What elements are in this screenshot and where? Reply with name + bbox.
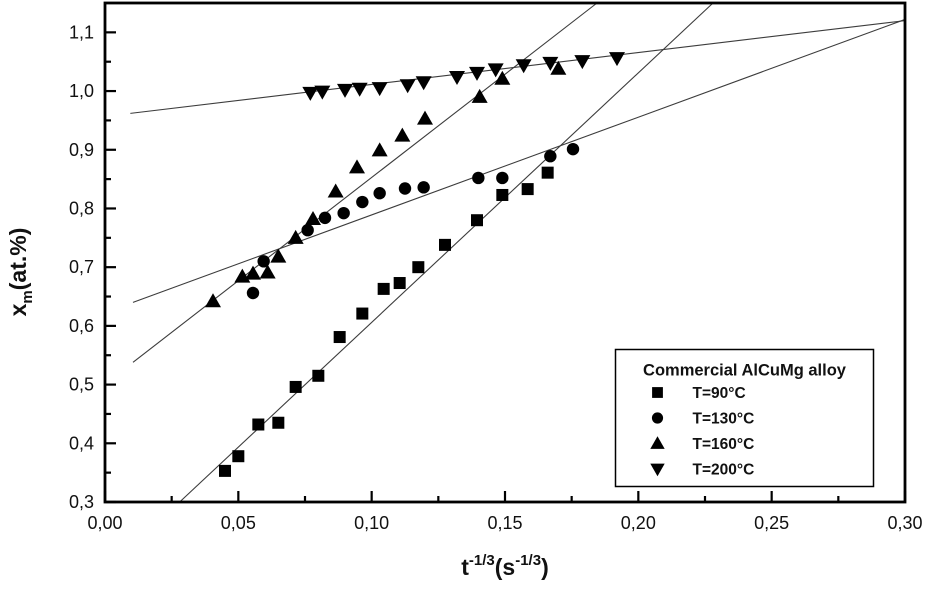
legend-marker-circle <box>651 412 664 424</box>
y-tick-label: 0,7 <box>69 257 94 277</box>
series-T=160°C <box>205 60 567 308</box>
fit-line-T=130°C <box>132 18 906 303</box>
data-point-T=160°C <box>327 183 344 198</box>
data-point-T=160°C <box>305 211 321 226</box>
data-point-T=130°C <box>373 187 386 200</box>
data-point-T=90°C <box>312 369 325 382</box>
data-point-T=160°C <box>494 70 511 85</box>
data-point-T=200°C <box>574 55 591 70</box>
legend-marker-square <box>652 387 663 398</box>
data-point-T=200°C <box>399 79 416 94</box>
x-tick-label: 0,25 <box>754 513 789 533</box>
data-point-T=130°C <box>301 223 314 237</box>
data-point-T=200°C <box>487 63 504 78</box>
data-point-T=90°C <box>439 238 451 251</box>
y-tick-label: 0,6 <box>69 316 94 336</box>
data-point-T=200°C <box>515 59 532 74</box>
y-tick-labels: 0,3 0,4 0,5 0,6 0,7 0,8 0,9 1,0 1,1 <box>69 22 94 512</box>
legend-label: T=90°C <box>693 385 746 402</box>
data-point-T=160°C <box>471 88 488 103</box>
legend: Commercial AlCuMg alloy T=90°C T=130°C T=16… <box>614 348 875 488</box>
y-tick-label: 1,0 <box>69 81 94 101</box>
data-point-T=200°C <box>609 52 625 67</box>
data-point-T=90°C <box>289 380 302 393</box>
x-tick-labels: 0,00 0,05 0,10 0,15 0,20 0,25 0,30 <box>87 513 922 533</box>
y-tick-label: 0,4 <box>69 433 94 453</box>
series-T=90°C <box>219 166 554 477</box>
data-point-T=200°C <box>351 82 368 97</box>
data-point-T=130°C <box>257 255 270 268</box>
data-point-T=160°C <box>417 110 433 125</box>
data-point-T=90°C <box>272 416 285 429</box>
data-point-T=90°C <box>541 166 554 179</box>
series-T=130°C <box>246 142 580 300</box>
data-point-T=130°C <box>398 182 412 195</box>
data-point-T=130°C <box>417 181 430 194</box>
data-point-T=90°C <box>471 214 483 227</box>
data-point-T=160°C <box>245 265 261 280</box>
data-point-T=130°C <box>337 206 350 220</box>
x-tick-label: 0,20 <box>621 513 656 533</box>
ticks-group <box>103 31 907 504</box>
data-point-T=90°C <box>356 307 369 320</box>
data-point-T=130°C <box>544 150 557 163</box>
x-tick-label: 0,00 <box>87 513 122 533</box>
fit-line-T=200°C <box>130 20 906 114</box>
data-point-T=90°C <box>496 188 509 201</box>
data-point-T=200°C <box>302 86 319 101</box>
data-point-T=160°C <box>349 159 365 174</box>
data-point-T=130°C <box>356 195 369 209</box>
y-tick-label: 0,5 <box>69 375 94 395</box>
data-point-T=160°C <box>394 127 411 142</box>
data-point-T=160°C <box>205 293 221 308</box>
data-point-T=90°C <box>412 261 425 274</box>
data-point-T=200°C <box>542 56 559 71</box>
legend-title: Commercial AlCuMg alloy <box>643 362 847 380</box>
data-point-T=160°C <box>371 142 388 157</box>
y-tick-label: 0,9 <box>69 140 94 160</box>
x-tick-label: 0,15 <box>487 513 522 533</box>
legend-marker-triangle-down <box>650 463 665 477</box>
y-tick-label: 0,8 <box>69 198 94 218</box>
data-point-T=90°C <box>393 277 406 290</box>
data-point-T=160°C <box>270 248 287 263</box>
legend-label: T=130°C <box>693 411 755 428</box>
data-point-T=200°C <box>469 66 485 81</box>
data-point-T=90°C <box>252 418 265 431</box>
y-tick-label: 1,1 <box>69 22 94 42</box>
data-point-T=200°C <box>371 82 388 97</box>
data-point-T=90°C <box>521 183 534 196</box>
data-point-T=200°C <box>449 70 465 85</box>
x-tick-label: 0,30 <box>887 513 922 533</box>
x-tick-label: 0,10 <box>354 513 389 533</box>
data-point-T=90°C <box>333 331 346 344</box>
data-point-T=200°C <box>415 76 432 91</box>
data-point-T=160°C <box>287 229 304 244</box>
fit-line-T=90°C <box>179 2 714 503</box>
y-axis-title: xm(at.%) <box>5 228 36 317</box>
series-T=200°C <box>302 52 625 101</box>
legend-label: T=200°C <box>693 462 755 479</box>
x-tick-label: 0,05 <box>221 513 256 533</box>
data-point-T=130°C <box>472 171 485 185</box>
x-axis-title: t-1/3(s-1/3) <box>461 552 549 580</box>
data-point-T=160°C <box>259 264 276 279</box>
legend-label: T=160°C <box>693 436 755 453</box>
data-point-T=90°C <box>219 464 231 477</box>
y-tick-label: 0,3 <box>69 492 94 512</box>
data-point-T=130°C <box>496 171 509 185</box>
data-point-T=130°C <box>318 211 332 225</box>
data-point-T=200°C <box>337 83 353 98</box>
data-point-T=130°C <box>566 142 580 156</box>
data-point-T=200°C <box>314 85 331 100</box>
legend-marker-triangle-up <box>650 436 665 449</box>
data-point-T=160°C <box>550 60 567 75</box>
data-point-T=90°C <box>232 450 245 463</box>
data-point-T=90°C <box>377 282 390 295</box>
data-point-T=130°C <box>246 286 260 300</box>
